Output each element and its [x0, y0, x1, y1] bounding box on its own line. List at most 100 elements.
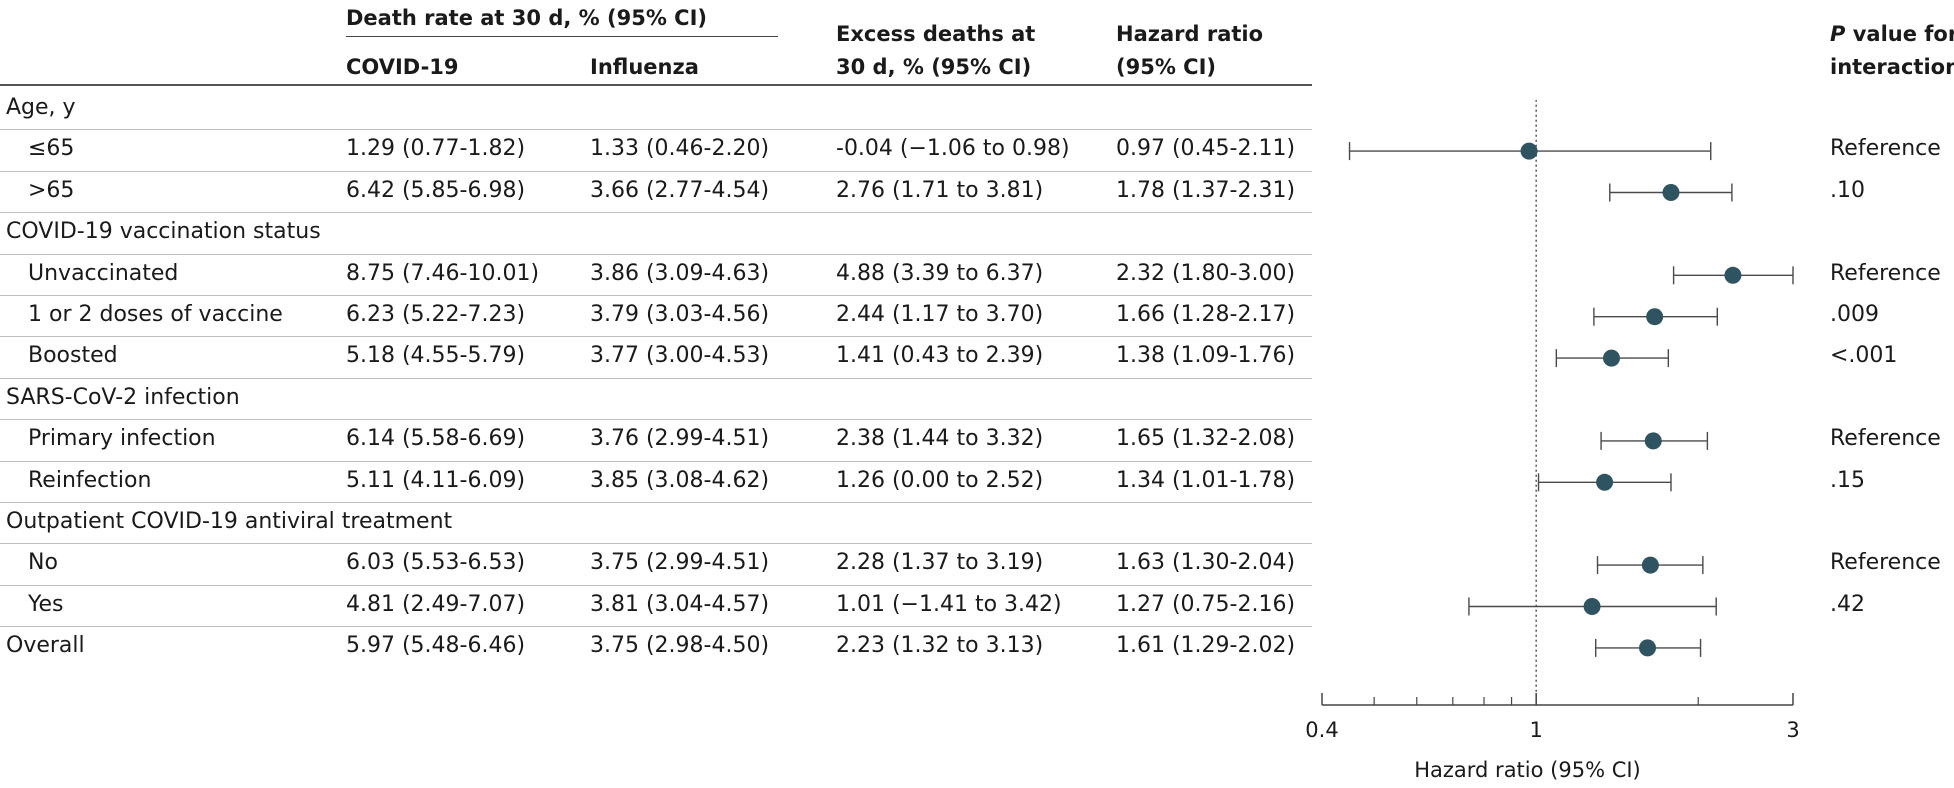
- p-rest: value for: [1845, 22, 1954, 46]
- hazard-ratio-cell: 2.32 (1.80-3.00): [1116, 260, 1296, 286]
- influenza-rate-cell: 3.66 (2.77-4.54): [590, 177, 770, 203]
- influenza-rate-cell: 3.75 (2.98-4.50): [590, 633, 770, 659]
- row-divider: [0, 584, 1312, 586]
- covid-rate-cell: 1.29 (0.77-1.82): [346, 136, 526, 162]
- p-value-cell: Reference: [1830, 260, 1941, 286]
- excess-deaths-cell: 2.28 (1.37 to 3.19): [836, 550, 1044, 576]
- row-label: Boosted: [28, 343, 118, 369]
- p-value-cell: Reference: [1830, 550, 1941, 576]
- influenza-rate-cell: 3.79 (3.03-4.56): [590, 302, 770, 327]
- row-divider: [0, 419, 1312, 421]
- p-value-cell: .009: [1830, 302, 1879, 327]
- row-divider: [0, 295, 1312, 296]
- header-p-line1: P value for: [1830, 20, 1954, 48]
- p-value-cell: <.001: [1830, 343, 1898, 369]
- x-tick-label: 3: [1786, 718, 1799, 742]
- influenza-rate-cell: 1.33 (0.46-2.20): [590, 136, 770, 162]
- hr-point: [1602, 349, 1620, 367]
- x-tick-label: 1: [1530, 718, 1543, 742]
- row-divider: [0, 129, 1312, 131]
- hazard-ratio-cell: 1.65 (1.32-2.08): [1116, 426, 1296, 452]
- header-p-line2: interaction: [1830, 55, 1954, 79]
- row-label: Reinfection: [28, 467, 152, 493]
- row-divider: [0, 543, 1312, 545]
- influenza-rate-cell: 3.76 (2.99-4.51): [590, 426, 770, 452]
- excess-deaths-cell: 2.23 (1.32 to 3.13): [836, 633, 1044, 659]
- row-label: Yes: [28, 591, 64, 617]
- section-label: Outpatient COVID-19 antiviral treatment: [6, 509, 453, 534]
- section-label: COVID-19 vaccination status: [6, 219, 321, 245]
- forest-plot: 0.4 1 3 Hazard ratio (95% CI): [1305, 100, 1800, 782]
- row-label: No: [28, 550, 58, 576]
- p-value-cell: Reference: [1830, 136, 1941, 162]
- row-divider: [0, 170, 1312, 172]
- row-divider: [0, 253, 1312, 255]
- section-label: Age, y: [6, 95, 76, 120]
- row-divider: [0, 626, 1312, 628]
- influenza-rate-cell: 3.77 (3.00-4.53): [590, 343, 770, 369]
- covid-rate-cell: 5.18 (4.55-5.79): [346, 343, 526, 369]
- excess-deaths-cell: 2.38 (1.44 to 3.32): [836, 426, 1044, 452]
- covid-rate-cell: 5.97 (5.48-6.46): [346, 633, 526, 659]
- excess-deaths-cell: 1.01 (−1.41 to 3.42): [836, 591, 1062, 617]
- covid-rate-cell: 6.42 (5.85-6.98): [346, 177, 526, 203]
- hazard-ratio-cell: 1.27 (0.75-2.16): [1116, 591, 1296, 617]
- x-tick-label: 0.4: [1305, 718, 1338, 742]
- header-covid: COVID-19: [346, 55, 459, 79]
- covid-rate-cell: 4.81 (2.49-7.07): [346, 591, 526, 617]
- row-divider: [0, 502, 1312, 503]
- hazard-ratio-cell: 1.34 (1.01-1.78): [1116, 467, 1296, 493]
- row-divider: [0, 212, 1312, 214]
- covid-rate-cell: 6.14 (5.58-6.69): [346, 426, 526, 452]
- header-hr-line2: (95% CI): [1116, 55, 1216, 79]
- row-label: >65: [28, 177, 75, 203]
- header-excess-line1: Excess deaths at: [836, 22, 1036, 46]
- section-label: SARS-CoV-2 infection: [6, 384, 240, 410]
- row-label: 1 or 2 doses of vaccine: [28, 302, 283, 327]
- hazard-ratio-cell: 1.78 (1.37-2.31): [1116, 177, 1296, 203]
- excess-deaths-cell: 2.76 (1.71 to 3.81): [836, 177, 1044, 203]
- header-hr-line1: Hazard ratio: [1116, 22, 1264, 46]
- row-label: ≤65: [28, 136, 75, 162]
- hr-point: [1646, 308, 1664, 326]
- p-value-cell: Reference: [1830, 426, 1941, 452]
- excess-deaths-cell: -0.04 (−1.06 to 0.98): [836, 136, 1070, 162]
- p-value-cell: .15: [1830, 467, 1865, 493]
- covid-rate-cell: 6.23 (5.22-7.23): [346, 302, 526, 327]
- hazard-ratio-cell: 1.66 (1.28-2.17): [1116, 302, 1296, 327]
- row-divider: [0, 336, 1312, 338]
- header-death-rate-group: Death rate at 30 d, % (95% CI): [346, 6, 707, 30]
- header-influenza: Influenza: [590, 55, 699, 79]
- hr-point: [1639, 639, 1657, 657]
- excess-deaths-cell: 4.88 (3.39 to 6.37): [836, 260, 1044, 286]
- p-italic: P: [1830, 22, 1846, 46]
- influenza-rate-cell: 3.81 (3.04-4.57): [590, 591, 770, 617]
- row-label: Unvaccinated: [28, 260, 179, 286]
- excess-deaths-cell: 1.26 (0.00 to 2.52): [836, 467, 1044, 493]
- covid-rate-cell: 6.03 (5.53-6.53): [346, 550, 526, 576]
- hr-point: [1644, 432, 1662, 450]
- header-excess-line2: 30 d, % (95% CI): [836, 55, 1032, 79]
- influenza-rate-cell: 3.86 (3.09-4.63): [590, 260, 770, 286]
- hr-point: [1724, 266, 1742, 284]
- row-divider: [0, 460, 1312, 462]
- hazard-ratio-cell: 1.63 (1.30-2.04): [1116, 550, 1296, 576]
- hazard-ratio-cell: 1.38 (1.09-1.76): [1116, 343, 1296, 369]
- hr-point: [1596, 473, 1614, 491]
- covid-rate-cell: 5.11 (4.11-6.09): [346, 467, 526, 493]
- row-label: Primary infection: [28, 426, 216, 452]
- excess-deaths-cell: 1.41 (0.43 to 2.39): [836, 343, 1044, 369]
- influenza-rate-cell: 3.75 (2.99-4.51): [590, 550, 770, 576]
- hr-point: [1520, 142, 1538, 160]
- hr-point: [1641, 556, 1659, 574]
- p-value-cell: .10: [1830, 177, 1865, 203]
- row-divider: [0, 377, 1312, 379]
- x-axis-label: Hazard ratio (95% CI): [1414, 758, 1641, 782]
- hr-point: [1583, 598, 1601, 615]
- header-group-underline: [346, 36, 778, 37]
- row-label: Overall: [6, 633, 85, 659]
- influenza-rate-cell: 3.85 (3.08-4.62): [590, 467, 770, 493]
- covid-rate-cell: 8.75 (7.46-10.01): [346, 260, 540, 286]
- hr-point: [1662, 184, 1680, 201]
- hazard-ratio-cell: 0.97 (0.45-2.11): [1116, 136, 1296, 162]
